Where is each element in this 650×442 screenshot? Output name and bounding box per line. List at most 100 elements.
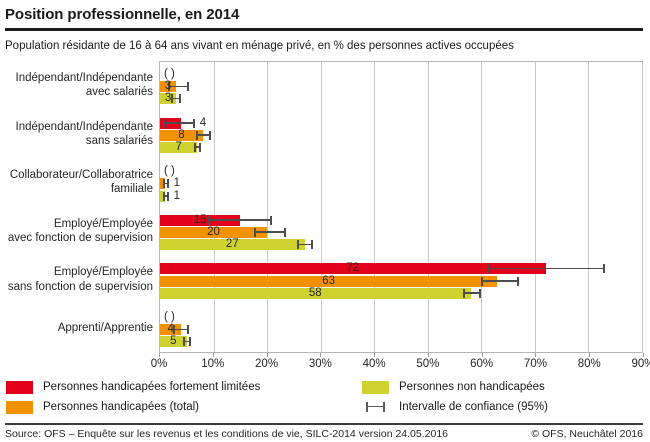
bar-value-label: 3: [164, 92, 172, 105]
x-tick: [481, 352, 483, 357]
gridline: [427, 62, 429, 352]
x-tick-label: 70%: [523, 357, 547, 370]
x-tick-label: 60%: [470, 357, 494, 370]
bar: [160, 263, 546, 275]
x-tick: [427, 352, 429, 357]
gridline: [374, 62, 376, 352]
confidence-interval: [296, 240, 313, 250]
gridline: [642, 62, 643, 352]
bar-row: 1: [160, 177, 642, 190]
gridline: [320, 62, 322, 352]
bar: [160, 190, 166, 202]
bar-value-label: ( ): [164, 68, 175, 80]
x-tick-label: 0%: [150, 357, 168, 370]
bar-row: 20: [160, 226, 642, 238]
chart-group: ( ) 3 3: [160, 62, 642, 111]
category-label: Employé/Employée avec fonction de superv…: [7, 217, 153, 245]
bar-row: 27: [160, 238, 642, 251]
confidence-interval-icon: [366, 401, 385, 412]
x-tick-label: 50%: [416, 357, 440, 370]
legend-swatch-yellowgreen: [362, 380, 389, 394]
bar-value-label: ( ): [164, 310, 175, 323]
gridline: [534, 62, 536, 352]
category-axis: Indépendant/Indépendante avec salariés In…: [5, 61, 159, 353]
bar-value-label: 4: [199, 116, 207, 129]
x-tick-label: 40%: [362, 357, 386, 370]
x-tick: [374, 352, 376, 357]
x-axis: 0% 10% 20% 30% 40% 50% 60% 70% 80% 90%: [151, 352, 650, 374]
confidence-interval: [196, 130, 211, 140]
bar-value-label: 3: [164, 80, 172, 93]
chart-group: 15 20 27: [160, 208, 642, 257]
x-tick-label: 90%: [631, 357, 650, 370]
legend-item-confidence-interval: Intervalle de confiance (95%): [362, 401, 548, 413]
bar: [160, 239, 305, 251]
gridline: [481, 62, 483, 352]
chart-group: ( ) 4 5: [160, 305, 642, 354]
legend-swatch-red: [6, 380, 33, 394]
x-tick: [589, 352, 591, 357]
bar-value-label: ( ): [164, 165, 175, 178]
legend-column-2: Personnes non handicapées Intervalle de …: [362, 380, 548, 414]
bar-row: 7: [160, 141, 642, 153]
category-label: Indépendant/Indépendante sans salariés: [15, 120, 154, 147]
x-tick: [643, 352, 644, 357]
category-label: Apprenti/Apprentie: [57, 322, 153, 335]
legend: Personnes handicapées fortement limitées…: [6, 380, 643, 414]
x-tick: [266, 352, 268, 357]
bar-value-label: 20: [207, 225, 220, 238]
bar: [160, 324, 182, 336]
bar-row: 8: [160, 129, 642, 141]
page-title: Position professionnelle, en 2014: [5, 6, 240, 23]
bar: [160, 129, 203, 141]
bar-row: ( ): [160, 68, 642, 80]
x-tick: [212, 352, 214, 357]
legend-swatch-orange: [6, 400, 33, 414]
bar-value-label: 1: [173, 189, 180, 202]
bar-row: 4: [160, 117, 642, 129]
legend-label: Personnes non handicapées: [399, 381, 545, 394]
bar-value-label: 4: [167, 323, 174, 336]
bar: [160, 214, 241, 226]
bar-row: 1: [160, 190, 642, 202]
gridline: [213, 62, 215, 352]
plot-area: ( ) 3 3 4 8 7( ) 1 1 15 20 27 72 63 58( ) 4 5: [159, 61, 643, 353]
bar-value-label: 58: [308, 286, 322, 299]
gridline: [267, 62, 269, 352]
legend-label: Personnes handicapées (total): [43, 401, 199, 414]
chart-subtitle: Population résidante de 16 à 64 ans viva…: [5, 40, 514, 52]
x-tick: [320, 352, 322, 357]
bar: [160, 275, 498, 287]
confidence-interval: [462, 288, 482, 298]
confidence-interval: [170, 94, 182, 104]
bar-row: 72: [160, 262, 642, 275]
confidence-interval: [208, 215, 273, 225]
confidence-interval: [163, 191, 169, 201]
legend-item-disabled-total: Personnes handicapées (total): [6, 400, 362, 414]
bar: [160, 141, 198, 153]
x-tick-label: 80%: [577, 357, 601, 370]
confidence-interval: [193, 142, 202, 152]
bar: [160, 226, 268, 238]
title-divider: [5, 28, 643, 31]
bar-value-label: 27: [225, 238, 239, 251]
bar-row: 63: [160, 275, 642, 287]
bar-row: 58: [160, 287, 642, 299]
bar-value-label: 63: [322, 274, 336, 287]
legend-label: Personnes handicapées fortement limitées: [43, 381, 261, 394]
x-tick-label: 30%: [308, 357, 332, 370]
chart-group: ( ) 1 1: [160, 159, 642, 208]
footer: Source: OFS – Enquête sur les revenus et…: [5, 422, 643, 440]
category-label: Indépendant/Indépendante avec salariés: [15, 71, 154, 99]
bar-row: 3: [160, 80, 642, 93]
bar-row: 5: [160, 335, 642, 348]
bar-value-label: 8: [178, 128, 185, 141]
bar: [160, 178, 166, 190]
bar-row: 3: [160, 92, 642, 105]
category-label: Collaborateur/Collaboratrice familiale: [9, 169, 153, 196]
confidence-interval: [486, 264, 605, 274]
bar-row: 4: [160, 323, 642, 336]
legend-item-not-disabled: Personnes non handicapées: [362, 380, 548, 394]
